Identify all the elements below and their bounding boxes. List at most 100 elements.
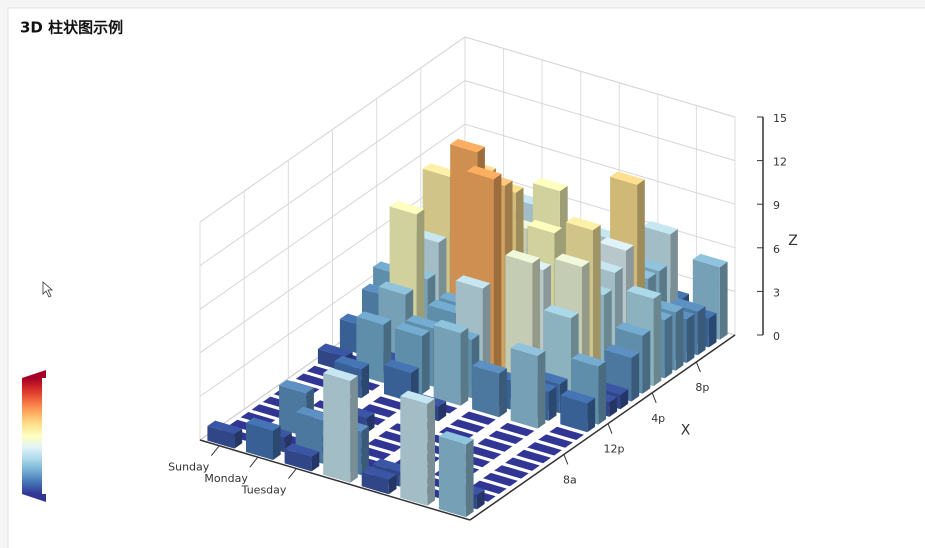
- bar: [472, 360, 507, 418]
- bar-top: [428, 299, 463, 314]
- bar-top: [422, 163, 458, 177]
- bar-top: [433, 319, 469, 334]
- bar-side: [510, 348, 538, 429]
- z-tick-label: 3: [773, 286, 780, 299]
- x-axis: [469, 334, 736, 521]
- bar-top: [494, 465, 529, 479]
- bar-top: [450, 419, 485, 433]
- bar: [538, 434, 573, 448]
- bar-side: [560, 395, 588, 433]
- bar-top: [488, 430, 524, 444]
- bar-top: [472, 480, 507, 494]
- bar-front: [620, 389, 629, 410]
- bar-top: [406, 315, 441, 329]
- bar-front: [592, 224, 601, 391]
- bar-front: [609, 397, 618, 417]
- bar: [488, 430, 524, 444]
- bar-top: [505, 457, 540, 471]
- cursor: [42, 281, 54, 298]
- bar-front: [460, 327, 469, 406]
- bar: [400, 390, 435, 506]
- y-tick-label: Tuesday: [241, 484, 287, 497]
- bar-front: [642, 330, 651, 394]
- bar-top: [599, 237, 634, 251]
- bar: [477, 438, 513, 452]
- bar-side: [246, 422, 273, 460]
- bar-top: [516, 449, 551, 464]
- bar-top: [372, 396, 408, 410]
- bar-top: [626, 285, 662, 299]
- grid-line: [199, 80, 736, 267]
- bar-top: [455, 275, 491, 289]
- bar-front: [465, 439, 474, 518]
- bar-top: [367, 438, 403, 452]
- x-tick: [607, 423, 613, 434]
- bar-top: [450, 138, 485, 153]
- bar: [251, 404, 287, 418]
- x-tick: [563, 454, 569, 465]
- y-axis: [199, 439, 471, 521]
- bar-front: [548, 386, 557, 421]
- x-tick-label: 12p: [604, 443, 625, 456]
- bar-top: [565, 216, 601, 231]
- z-tick-label: 15: [773, 112, 787, 125]
- bar: [466, 446, 502, 460]
- bar: [295, 373, 331, 387]
- bar-top: [251, 404, 287, 418]
- bar: [505, 457, 540, 471]
- bar-top: [643, 221, 678, 235]
- bar-top: [477, 438, 513, 452]
- bar: [461, 411, 496, 425]
- visual-map: [22, 378, 42, 494]
- bar-top: [438, 431, 474, 445]
- bar: [323, 367, 358, 483]
- bar-front: [273, 425, 281, 460]
- bar-top: [323, 367, 358, 382]
- bar-front: [587, 397, 596, 433]
- bar: [246, 417, 281, 460]
- z-axis-name: Z: [788, 233, 798, 249]
- bar-top: [560, 389, 596, 404]
- bar-top: [317, 343, 353, 357]
- bar-top: [356, 311, 392, 325]
- bar-side: [284, 448, 312, 472]
- z-tick-label: 6: [773, 243, 780, 256]
- x-tick-label: 4p: [651, 412, 665, 425]
- bar-top: [279, 379, 314, 394]
- z-tick-label: 0: [773, 330, 780, 343]
- bar-front: [438, 401, 447, 422]
- bar-top: [246, 417, 281, 431]
- bar-top: [571, 353, 607, 367]
- bar: [549, 426, 584, 440]
- bar-top: [389, 201, 425, 215]
- visual-map-handle: [22, 494, 46, 502]
- bar: [361, 404, 397, 418]
- bar-top: [692, 253, 728, 268]
- bar-front: [422, 330, 430, 395]
- visual-map-handle: [22, 370, 46, 378]
- bar-side: [400, 396, 428, 506]
- bar-top: [554, 253, 590, 267]
- grid-line: [199, 36, 736, 223]
- bar-top: [361, 404, 397, 418]
- z-tick-label: 12: [773, 156, 787, 169]
- bar-side: [384, 365, 411, 402]
- bar-top: [361, 466, 397, 480]
- bar-front: [537, 350, 546, 429]
- bar: [483, 472, 518, 487]
- bar-top: [472, 360, 507, 374]
- bar-front: [708, 313, 717, 348]
- bar-top: [295, 373, 331, 387]
- bar-top: [670, 298, 706, 312]
- bar-front: [388, 474, 397, 495]
- bar-top: [466, 446, 502, 460]
- bar: [433, 319, 469, 406]
- bar: [494, 465, 529, 479]
- bar-top: [610, 171, 645, 185]
- bar-top: [295, 406, 331, 421]
- bar-front: [686, 314, 695, 363]
- bar-top: [615, 322, 651, 336]
